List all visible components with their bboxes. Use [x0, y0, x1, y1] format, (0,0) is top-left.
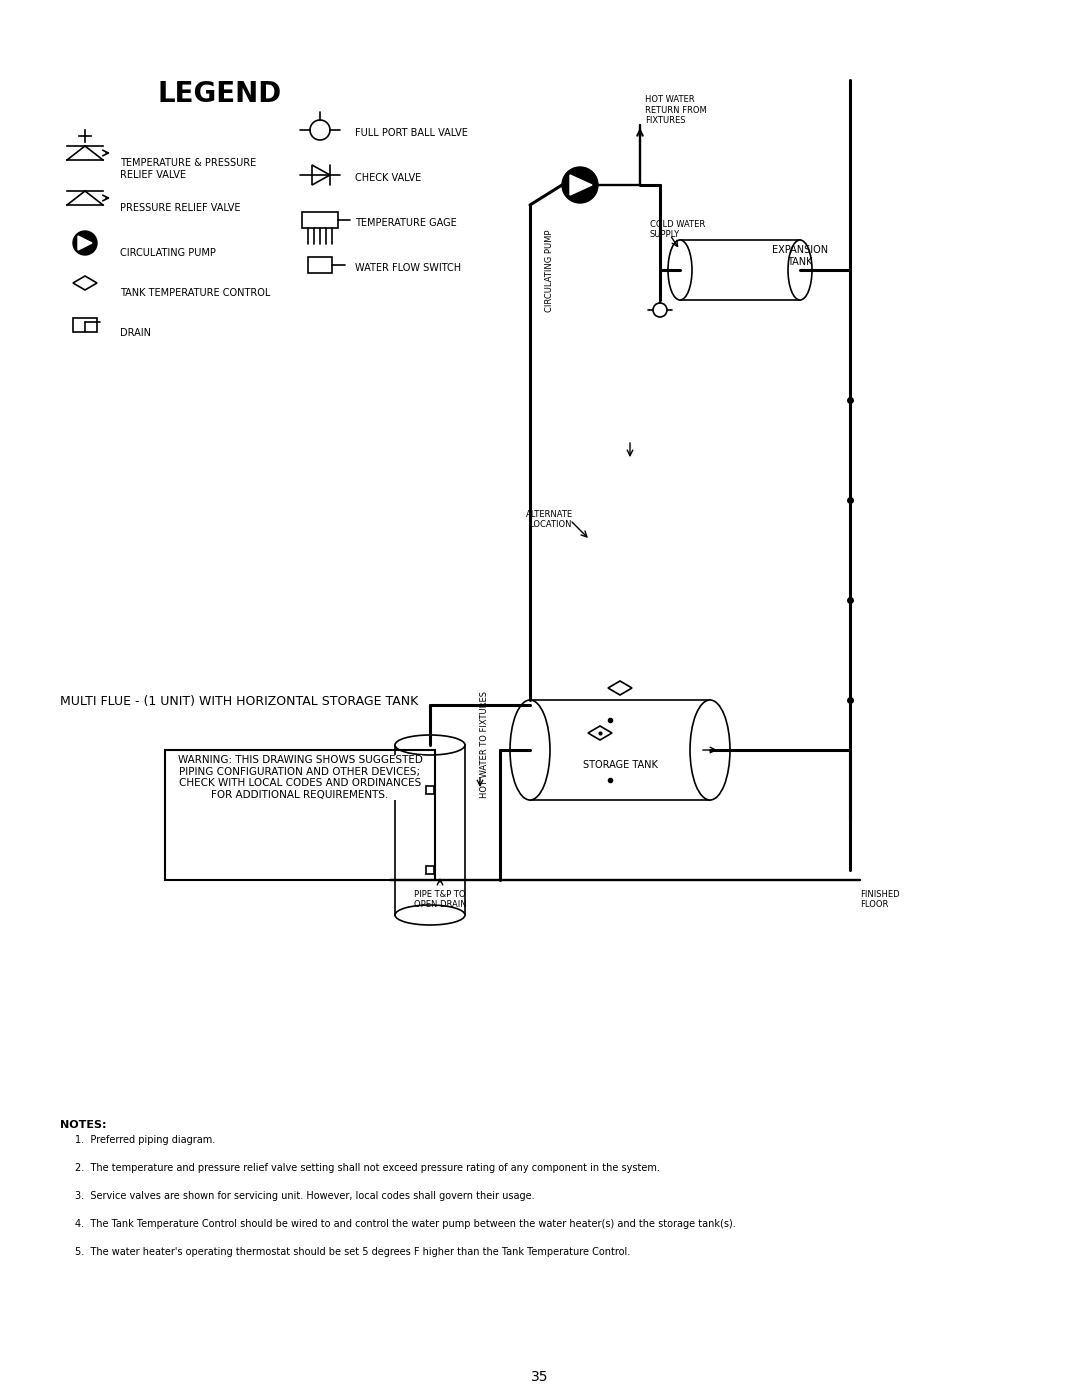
Text: 1.  Preferred piping diagram.: 1. Preferred piping diagram. [75, 1134, 215, 1146]
Text: PRESSURE RELIEF VALVE: PRESSURE RELIEF VALVE [120, 203, 241, 212]
Text: 5.  The water heater's operating thermostat should be set 5 degrees F higher tha: 5. The water heater's operating thermost… [75, 1248, 631, 1257]
Bar [395, 745, 465, 915]
Bar [73, 319, 97, 332]
Text: 4.  The Tank Temperature Control should be wired to and control the water pump b: 4. The Tank Temperature Control should b… [75, 1220, 735, 1229]
Ellipse shape [395, 905, 465, 925]
Text: TEMPERATURE GAGE: TEMPERATURE GAGE [355, 218, 457, 228]
Text: 3.  Service valves are shown for servicing unit. However, local codes shall gove: 3. Service valves are shown for servicin… [75, 1192, 535, 1201]
Text: ALTERNATE
LOCATION: ALTERNATE LOCATION [526, 510, 573, 529]
Text: CHECK VALVE: CHECK VALVE [355, 173, 421, 183]
Text: EXPANSION
TANK: EXPANSION TANK [772, 244, 828, 267]
Polygon shape [570, 175, 592, 196]
Ellipse shape [395, 735, 465, 754]
Circle shape [73, 231, 97, 256]
Text: TEMPERATURE & PRESSURE
RELIEF VALVE: TEMPERATURE & PRESSURE RELIEF VALVE [120, 158, 256, 180]
Bar [426, 787, 434, 793]
Text: STORAGE TANK: STORAGE TANK [582, 760, 658, 770]
Ellipse shape [788, 240, 812, 300]
Text: FULL PORT BALL VALVE: FULL PORT BALL VALVE [355, 129, 468, 138]
Bar [308, 257, 332, 272]
Text: HOT WATER
RETURN FROM
FIXTURES: HOT WATER RETURN FROM FIXTURES [645, 95, 706, 124]
Ellipse shape [510, 700, 550, 800]
Ellipse shape [669, 240, 692, 300]
Bar [680, 240, 800, 300]
Text: WATER FLOW SWITCH: WATER FLOW SWITCH [355, 263, 461, 272]
Bar [426, 866, 434, 875]
Circle shape [562, 168, 598, 203]
Text: LEGEND: LEGEND [158, 80, 282, 108]
Ellipse shape [690, 700, 730, 800]
Text: HOT WATER TO FIXTURES: HOT WATER TO FIXTURES [480, 692, 489, 799]
Bar [165, 750, 435, 880]
Text: CIRCULATING PUMP: CIRCULATING PUMP [120, 249, 216, 258]
Text: 35: 35 [531, 1370, 549, 1384]
Text: MULTI FLUE - (1 UNIT) WITH HORIZONTAL STORAGE TANK: MULTI FLUE - (1 UNIT) WITH HORIZONTAL ST… [60, 694, 418, 708]
Text: 2.  The temperature and pressure relief valve setting shall not exceed pressure : 2. The temperature and pressure relief v… [75, 1162, 660, 1173]
Text: DRAIN: DRAIN [120, 328, 151, 338]
Text: NOTES:: NOTES: [60, 1120, 107, 1130]
Polygon shape [78, 236, 92, 250]
Text: PIPE T&P TO
OPEN DRAIN: PIPE T&P TO OPEN DRAIN [414, 890, 467, 909]
Text: TANK TEMPERATURE CONTROL: TANK TEMPERATURE CONTROL [120, 288, 270, 298]
Bar [302, 212, 338, 228]
Text: CIRCULATING PUMP: CIRCULATING PUMP [545, 231, 554, 313]
Text: WARNING: THIS DRAWING SHOWS SUGGESTED
PIPING CONFIGURATION AND OTHER DEVICES;
CH: WARNING: THIS DRAWING SHOWS SUGGESTED PI… [177, 754, 422, 800]
Bar [530, 700, 710, 800]
Text: COLD WATER
SUPPLY: COLD WATER SUPPLY [650, 219, 705, 239]
Text: FINISHED
FLOOR: FINISHED FLOOR [860, 890, 900, 909]
